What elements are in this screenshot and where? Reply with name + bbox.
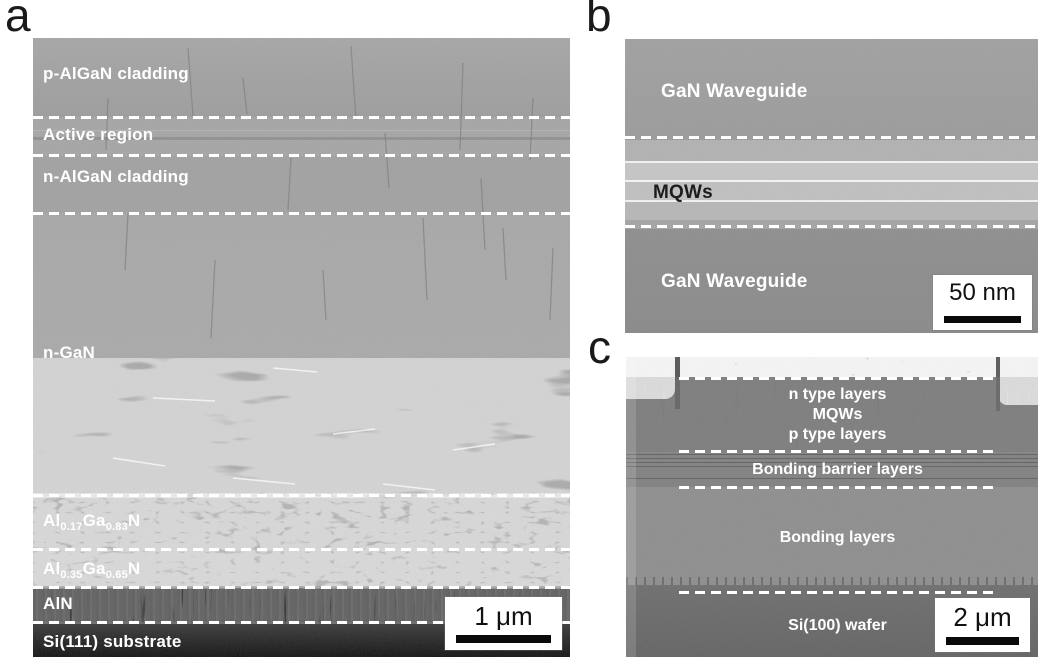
boundary-dash-epi-barrier [679, 450, 996, 453]
scale-bar-label-c: 2 μm [953, 602, 1012, 632]
scale-bar-box-c: 2 μm [935, 598, 1030, 652]
layer-label-p-algan-cladding: p-AlGaN cladding [43, 64, 189, 83]
chem-subscript: 0.17 [60, 521, 83, 533]
boundary-dash-mqw-waveguide-bottom [625, 225, 1038, 228]
dislocation-lines [105, 45, 554, 491]
boundary-dash-active-n-clad [33, 154, 570, 157]
scale-bar-box-a: 1 μm [445, 597, 562, 650]
boundary-dash-algan35-aln [33, 586, 570, 589]
boundary-dash-barrier-bonding [679, 486, 996, 489]
label-bonding-layers: Bonding layers [779, 529, 896, 546]
chem-subscript: 0.83 [105, 521, 128, 533]
layer-label-n-gan: n-GaN [43, 343, 95, 362]
panel-c-letter: c [588, 321, 611, 373]
label-p-type-layers: p type layers [788, 426, 887, 443]
boundary-dash-p-clad-active [33, 116, 570, 119]
boundary-dash-waveguide-mqw-top [625, 136, 1038, 139]
chem-element: Al [43, 511, 61, 530]
layer-label-n-algan-cladding: n-AlGaN cladding [43, 167, 189, 186]
chem-element: Al [43, 559, 61, 578]
chem-element: Ga [82, 559, 106, 578]
chem-subscript: 0.65 [105, 569, 128, 581]
label-bonding-barrier-layers: Bonding barrier layers [752, 461, 923, 478]
boundary-dash-contact-epi [679, 377, 996, 380]
scale-bar-label-a: 1 μm [474, 601, 533, 631]
label-gan-waveguide-bottom: GaN Waveguide [661, 271, 808, 292]
layer-label-al035ga065n: Al0.35Ga0.65N [43, 559, 140, 581]
scale-bar-label-b: 50 nm [949, 279, 1016, 306]
scale-bar-box-b: 50 nm [933, 275, 1032, 330]
boundary-dash-n-clad-ngan [33, 212, 570, 215]
label-gan-waveguide-top: GaN Waveguide [661, 81, 808, 102]
layer-label-active-region: Active region [43, 125, 154, 144]
panel-a-letter: a [5, 0, 31, 41]
layer-label-al017ga083n: Al0.17Ga0.83N [43, 511, 140, 533]
panel-a-sem-image: p-AlGaN cladding Active region n-AlGaN c… [33, 38, 570, 657]
layer-label-aln: AlN [43, 594, 73, 613]
cleaved-edge-highlight [626, 357, 636, 657]
boundary-dash-aln-substrate [33, 621, 570, 624]
scale-bar-line-b [944, 316, 1021, 323]
scale-bar-line-c [946, 637, 1019, 645]
layer-label-si111-substrate: Si(111) substrate [43, 632, 182, 651]
panel-b-letter: b [586, 0, 612, 41]
chem-element: Ga [82, 511, 106, 530]
boundary-dash-ngan-algan17 [33, 494, 570, 497]
sem-grain-texture [33, 38, 570, 657]
panel-c-sem-image: n type layers MQWs p type layers Bonding… [626, 357, 1038, 657]
label-mqws: MQWs [653, 182, 713, 203]
label-n-type-layers: n type layers [788, 386, 887, 403]
chem-subscript: 0.35 [60, 569, 83, 581]
chem-element: N [127, 559, 141, 578]
panel-b-tem-image: GaN Waveguide MQWs GaN Waveguide 50 nm [625, 39, 1038, 333]
boundary-dash-bonding-wafer [679, 591, 996, 594]
label-mqws: MQWs [812, 406, 863, 423]
scale-bar-line-a [456, 635, 551, 643]
chem-element: N [127, 511, 141, 530]
boundary-dash-algan17-algan35 [33, 548, 570, 551]
label-si100-wafer: Si(100) wafer [788, 617, 887, 634]
